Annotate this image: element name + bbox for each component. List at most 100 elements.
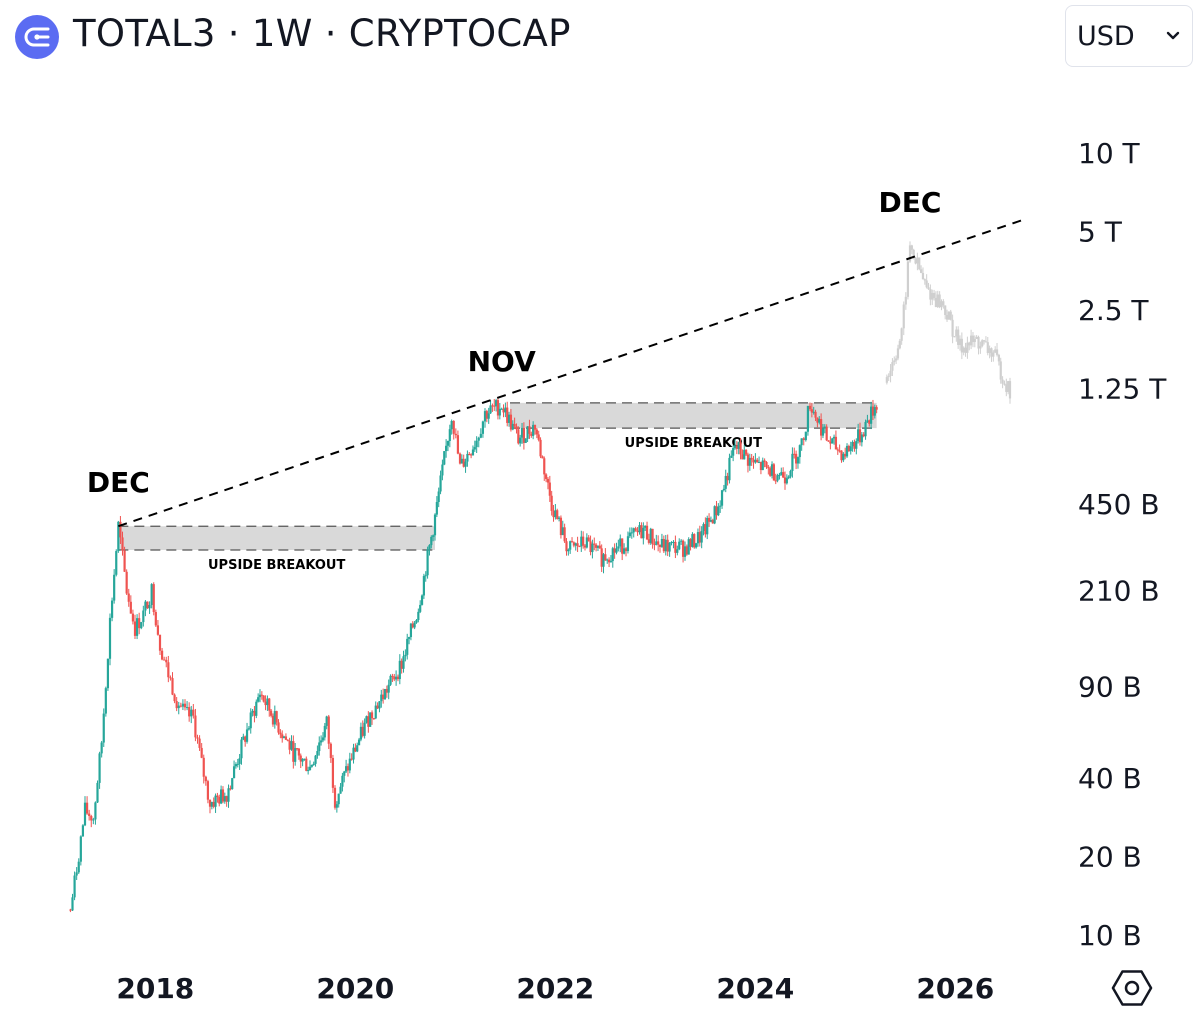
annotations: DEC NOV DEC	[87, 186, 942, 499]
candle-body	[702, 524, 705, 531]
candle-body	[489, 405, 492, 414]
projection-candle-body	[927, 287, 930, 290]
candle-body	[363, 722, 366, 736]
candle-body	[585, 537, 588, 548]
candle-body	[823, 426, 826, 429]
candle-body	[709, 520, 713, 522]
price-axis[interactable]: 10 T 5 T 2.5 T 1.25 T 450 B 210 B 90 B 40 B 20 B…	[1078, 137, 1167, 952]
candle-body	[175, 701, 178, 709]
candle-body	[308, 766, 312, 771]
candle-body	[385, 689, 388, 693]
candle-body	[870, 406, 873, 424]
projection-candle-body	[904, 296, 907, 305]
candle-body	[793, 453, 796, 455]
candle-body	[626, 536, 630, 552]
candle-body	[532, 424, 535, 436]
candle-body	[133, 621, 137, 636]
chart-settings-hexagon-icon[interactable]	[1108, 963, 1156, 1012]
time-axis[interactable]: 2018 2020 2022 2024 2026	[116, 972, 994, 1005]
projection-candle-body	[947, 311, 950, 320]
candle-body	[607, 559, 611, 563]
candle-body	[789, 470, 792, 477]
projection-candle-body	[908, 245, 912, 262]
candle-body	[713, 506, 716, 524]
candle-body	[466, 453, 469, 462]
projection-candle-body	[990, 348, 993, 357]
candle-body	[198, 738, 201, 748]
projection-candle-body	[997, 354, 1000, 362]
candle-body	[129, 601, 132, 614]
candle-body	[864, 421, 867, 437]
candle-body	[500, 408, 503, 410]
candle-body	[645, 525, 649, 540]
candle-body	[774, 480, 777, 482]
candle-body	[257, 697, 260, 702]
candle-body	[722, 488, 725, 491]
candle-body	[316, 751, 319, 756]
peak-label: DEC	[87, 466, 150, 499]
candle-body	[550, 495, 553, 511]
candles	[69, 397, 878, 913]
candle-body	[140, 622, 143, 629]
y-tick-label: 40 B	[1078, 762, 1142, 795]
y-tick-label: 20 B	[1078, 841, 1142, 874]
candle-body	[208, 799, 212, 807]
candle-body	[504, 407, 507, 413]
projection-candle-body	[936, 294, 939, 308]
candle-body	[796, 457, 800, 464]
candle-body	[691, 534, 694, 547]
candle-body	[524, 438, 527, 443]
candle-body	[572, 542, 575, 546]
candle-body	[102, 713, 105, 743]
candle-body	[821, 428, 825, 436]
candle-body	[543, 458, 546, 475]
currency-label: USD	[1077, 21, 1135, 52]
projection-candle-body	[979, 346, 982, 349]
projection-candle-body	[906, 261, 910, 297]
candle-body	[88, 813, 91, 816]
candle-body	[831, 438, 834, 444]
projection-candle-body	[893, 360, 896, 363]
candle-body	[522, 427, 525, 443]
candle-body	[565, 541, 568, 552]
candle-body	[732, 448, 735, 456]
candle-body	[578, 546, 581, 548]
candle-body	[329, 743, 332, 758]
candle-body	[791, 453, 794, 471]
candle-body	[845, 445, 849, 457]
candle-body	[498, 408, 501, 416]
candle-body	[493, 405, 496, 407]
projection-candle-body	[955, 329, 958, 337]
candle-body	[735, 445, 738, 449]
candle-body	[400, 660, 403, 669]
candle-body	[188, 707, 191, 717]
candle-body	[100, 742, 103, 754]
candle-body	[638, 525, 641, 533]
candle-body	[685, 546, 688, 555]
candle-body	[73, 875, 76, 898]
candle-body	[123, 550, 126, 572]
projection-candle-body	[942, 301, 945, 306]
currency-select[interactable]: USD	[1065, 5, 1193, 67]
candle-body	[857, 429, 860, 442]
candle-body	[113, 574, 116, 601]
projection-candle-body	[975, 336, 978, 339]
candle-body	[337, 793, 340, 805]
x-tick-label: 2020	[316, 972, 394, 1005]
candle-body	[154, 612, 157, 626]
candle-body	[367, 716, 370, 727]
candle-body	[475, 440, 478, 448]
candle-body	[776, 475, 779, 481]
candle-body	[761, 460, 764, 471]
candle-body	[292, 741, 295, 762]
candle-body	[218, 797, 221, 804]
candle-body	[305, 758, 308, 771]
candle-body	[106, 658, 110, 689]
projection-candle-body	[973, 338, 976, 343]
projection-candle-body	[914, 258, 917, 264]
candle-body	[621, 538, 624, 554]
candle-body	[339, 786, 342, 794]
candle-body	[647, 539, 650, 543]
projection-candles	[885, 241, 1012, 404]
